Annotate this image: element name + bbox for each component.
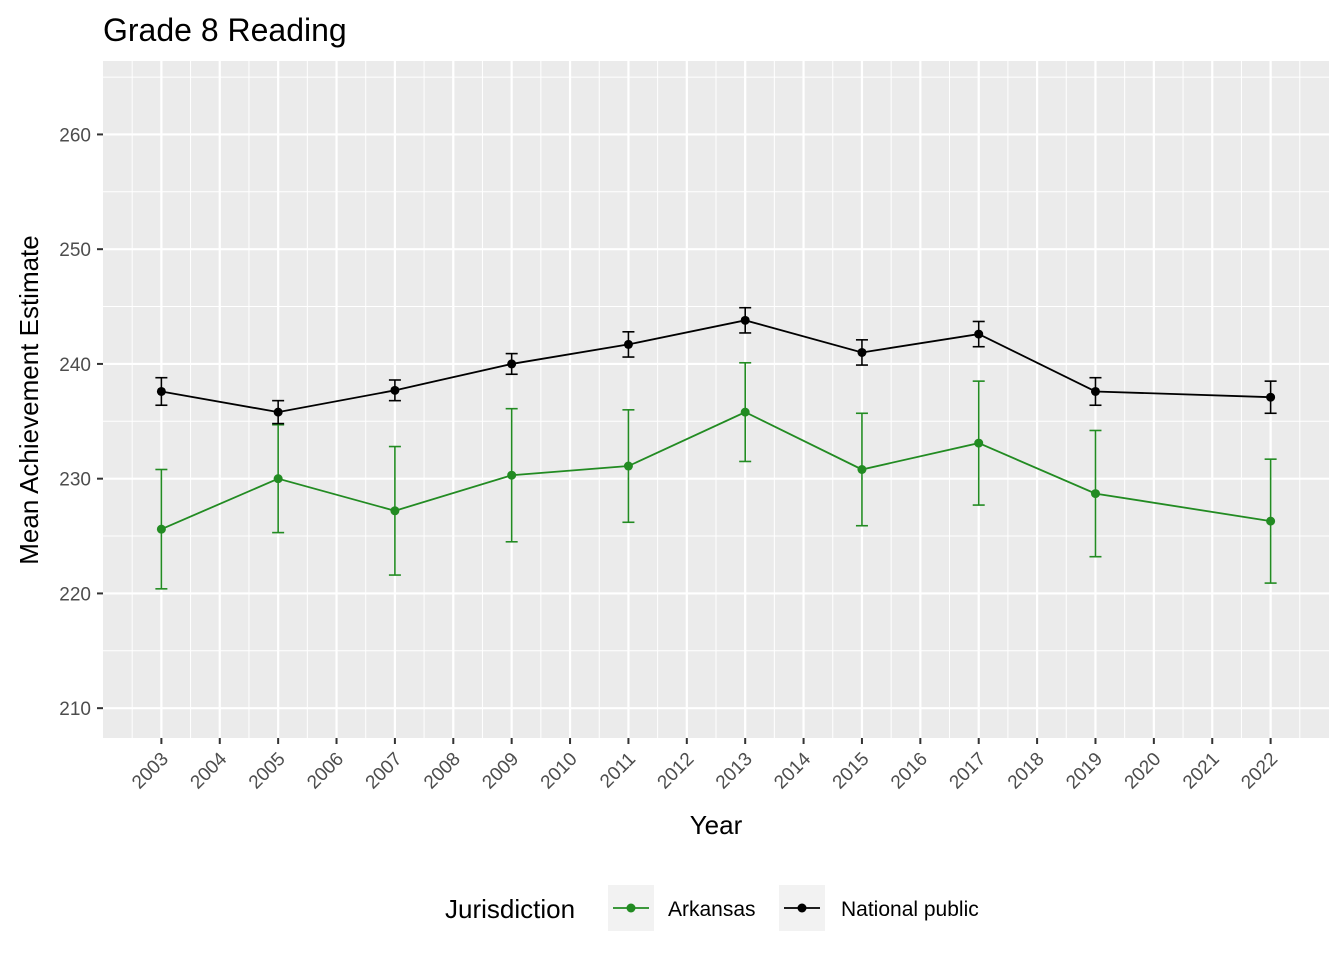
axis-ticks	[97, 133, 1272, 744]
x-tick-label: 2008	[420, 749, 465, 794]
x-tick-label: 2019	[1062, 749, 1107, 794]
legend: Jurisdiction Arkansas National public	[445, 885, 979, 931]
series-layer	[155, 306, 1277, 590]
x-tick-label: 2015	[829, 749, 874, 794]
x-axis-title: Year	[690, 810, 743, 840]
x-tick-label: 2017	[946, 749, 991, 794]
x-tick-label: 2004	[187, 748, 232, 793]
y-tick-label: 260	[59, 125, 91, 146]
data-point	[1266, 516, 1276, 526]
y-tick-label: 210	[59, 699, 91, 720]
chart-title: Grade 8 Reading	[103, 12, 347, 48]
x-tick-label: 2021	[1179, 749, 1224, 794]
series-line	[161, 319, 1271, 414]
legend-item-arkansas: Arkansas	[608, 885, 756, 931]
legend-key-point	[626, 903, 636, 913]
series-national-public	[155, 306, 1277, 425]
data-point	[156, 386, 166, 396]
data-point	[857, 464, 867, 474]
data-point	[974, 438, 984, 448]
x-tick-label: 2018	[1004, 749, 1049, 794]
data-point	[390, 506, 400, 516]
x-tick-label: 2003	[128, 749, 173, 794]
legend-title: Jurisdiction	[445, 894, 575, 924]
x-tick-label: 2013	[712, 749, 757, 794]
data-point	[507, 470, 517, 480]
data-point	[1090, 489, 1100, 499]
data-point	[740, 407, 750, 417]
y-tick-label: 220	[59, 584, 91, 605]
data-point	[974, 329, 984, 339]
y-tick-label: 240	[59, 355, 91, 376]
data-point	[1090, 386, 1100, 396]
x-tick-label: 2012	[654, 749, 699, 794]
data-point	[623, 339, 633, 349]
x-tick-label: 2006	[303, 749, 348, 794]
y-tick-label: 230	[59, 470, 91, 491]
series-line	[161, 411, 1271, 530]
data-point	[507, 359, 517, 369]
y-axis-title: Mean Achievement Estimate	[14, 235, 44, 565]
x-tick-label: 2010	[537, 749, 582, 794]
legend-label: Arkansas	[668, 898, 756, 921]
legend-key-point	[797, 903, 807, 913]
x-tick-label: 2005	[245, 749, 290, 794]
data-point	[273, 407, 283, 417]
x-tick-label: 2009	[478, 749, 523, 794]
x-tick-labels: 2003 2004 2005 2006 2007 2008 2009 2010 2011 2012…	[128, 748, 1282, 793]
legend-item-national-public: National public	[779, 885, 979, 931]
x-tick-label: 2007	[362, 749, 407, 794]
data-point	[623, 461, 633, 471]
data-point	[740, 315, 750, 325]
legend-label: National public	[841, 898, 979, 921]
x-tick-label: 2020	[1121, 749, 1166, 794]
x-tick-label: 2016	[887, 749, 932, 794]
data-point	[1266, 392, 1276, 402]
data-point	[857, 347, 867, 357]
x-tick-label: 2011	[596, 749, 640, 793]
data-point	[273, 474, 283, 484]
data-point	[390, 385, 400, 395]
x-tick-label: 2014	[770, 748, 815, 793]
series-arkansas	[155, 361, 1277, 590]
x-tick-label: 2022	[1237, 749, 1282, 794]
minor-gridlines	[103, 61, 1329, 738]
y-tick-labels: 210 220 230 240 250 260	[59, 125, 91, 720]
y-tick-label: 250	[59, 240, 91, 261]
data-point	[156, 524, 166, 534]
